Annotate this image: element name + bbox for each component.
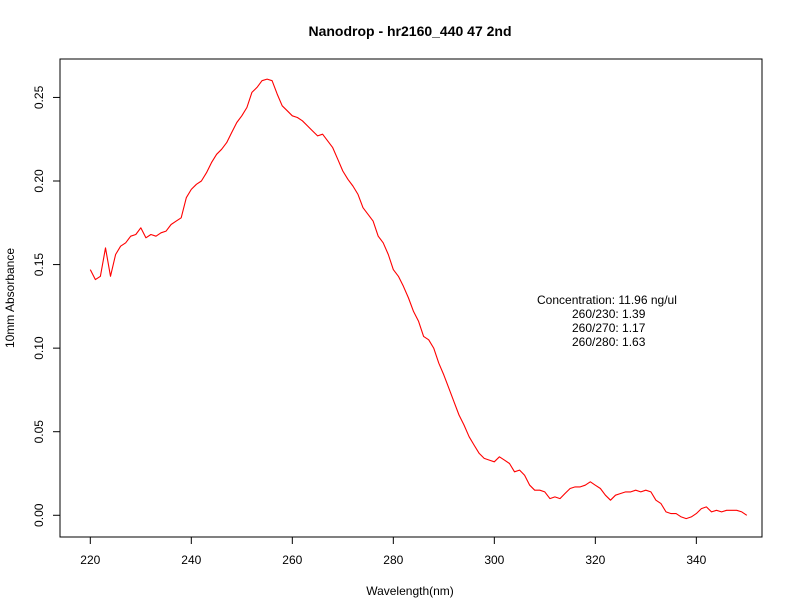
ratio-260-270: 260/270: 1.17 — [572, 321, 646, 335]
absorbance-line — [89, 78, 748, 520]
x-tick-label: 320 — [585, 553, 605, 567]
y-tick-label: 0.20 — [32, 169, 46, 193]
y-axis: 0.00 0.05 0.10 0.15 0.20 0.25 — [32, 85, 60, 527]
x-tick-label: 340 — [686, 553, 706, 567]
y-axis-label: 10mm Absorbance — [3, 248, 17, 348]
stats-annotation: Concentration: 11.96 ng/ul 260/230: 1.39… — [537, 293, 677, 349]
y-tick-label: 0.10 — [32, 336, 46, 360]
series-group — [89, 78, 748, 520]
x-axis-label: Wavelength(nm) — [366, 584, 454, 598]
y-tick-label: 0.15 — [32, 253, 46, 277]
x-tick-label: 220 — [80, 553, 100, 567]
y-tick-label: 0.25 — [32, 85, 46, 109]
x-tick-label: 280 — [383, 553, 403, 567]
x-tick-label: 240 — [181, 553, 201, 567]
x-axis: 220 240 260 280 300 320 340 — [80, 537, 707, 567]
y-tick-label: 0.05 — [32, 420, 46, 444]
concentration-label: Concentration: 11.96 ng/ul — [537, 293, 677, 307]
plot-frame — [59, 58, 763, 538]
y-tick-label: 0.00 — [32, 503, 46, 527]
chart-title: Nanodrop - hr2160_440 47 2nd — [308, 23, 511, 39]
x-tick-label: 300 — [484, 553, 504, 567]
ratio-260-280: 260/280: 1.63 — [572, 335, 646, 349]
ratio-260-230: 260/230: 1.39 — [572, 307, 646, 321]
x-tick-label: 260 — [282, 553, 302, 567]
